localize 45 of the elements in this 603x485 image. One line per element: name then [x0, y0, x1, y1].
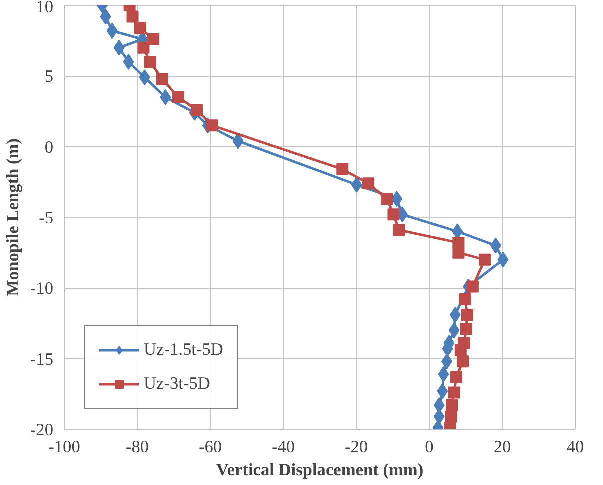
point — [134, 22, 146, 34]
legend-label: Uz-1.5t-5D — [144, 340, 224, 360]
point — [478, 254, 491, 266]
x-tick-label: -80 — [126, 438, 150, 456]
point — [466, 280, 479, 293]
point — [452, 246, 465, 259]
x-tick-label: -100 — [48, 438, 80, 456]
point — [138, 42, 150, 54]
point — [460, 323, 472, 336]
legend-label: Uz-3t-5D — [144, 374, 210, 394]
y-tick-label: 5 — [44, 67, 54, 86]
y-tick-label: -15 — [30, 350, 54, 369]
point — [461, 309, 474, 322]
point — [393, 224, 406, 236]
point — [454, 344, 467, 356]
x-tick-label: 40 — [566, 438, 584, 456]
x-tick-label: 0 — [425, 438, 434, 456]
y-tick-label: -20 — [30, 420, 54, 440]
point — [457, 356, 470, 368]
x-axis-title: Vertical Displacement (mm) — [216, 460, 424, 480]
point — [362, 178, 375, 190]
point — [459, 293, 472, 306]
x-tick-label: -40 — [272, 438, 296, 456]
point — [448, 386, 460, 399]
x-tick-label: -20 — [344, 438, 368, 456]
point — [446, 399, 458, 412]
point — [126, 10, 139, 23]
point — [190, 104, 203, 116]
y-axis-title: Monopile Length (m) — [3, 138, 22, 296]
y-tick-label: 10 — [36, 0, 54, 16]
y-tick-label: -10 — [30, 279, 54, 298]
point — [156, 72, 168, 85]
point — [381, 193, 394, 206]
point — [450, 371, 463, 384]
point — [144, 56, 156, 68]
point — [172, 91, 184, 104]
x-tick-label: 20 — [494, 438, 512, 456]
point — [148, 33, 160, 46]
y-tick-label: -5 — [39, 208, 54, 228]
x-tick-label: -60 — [198, 438, 222, 456]
point — [388, 208, 400, 221]
point — [445, 410, 458, 423]
y-tick-label: 0 — [44, 138, 54, 157]
point — [206, 120, 218, 132]
point — [336, 163, 349, 176]
